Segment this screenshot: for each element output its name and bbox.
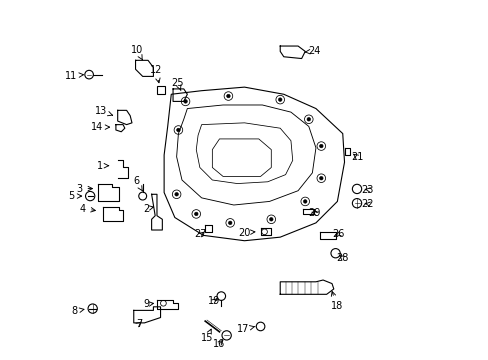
Circle shape [319, 144, 323, 148]
Text: 16: 16 [213, 339, 225, 348]
Text: 7: 7 [136, 319, 142, 329]
Circle shape [175, 193, 178, 196]
Text: 14: 14 [91, 122, 109, 132]
Text: 9: 9 [143, 299, 153, 309]
Text: 26: 26 [331, 229, 344, 239]
Circle shape [319, 176, 323, 180]
Text: 2: 2 [143, 203, 153, 213]
Text: 12: 12 [149, 65, 162, 83]
Text: 20: 20 [238, 228, 254, 238]
Text: 15: 15 [201, 329, 213, 343]
Circle shape [226, 94, 230, 98]
Text: 27: 27 [194, 229, 207, 239]
Circle shape [228, 221, 231, 225]
Circle shape [183, 100, 187, 103]
Text: 22: 22 [361, 199, 373, 209]
Circle shape [278, 98, 282, 102]
Text: 29: 29 [308, 208, 320, 218]
Circle shape [269, 217, 272, 221]
Text: 8: 8 [72, 306, 84, 316]
Text: 28: 28 [336, 253, 348, 263]
Circle shape [194, 212, 198, 216]
Text: 25: 25 [171, 78, 183, 91]
Text: 17: 17 [237, 324, 255, 334]
Text: 18: 18 [330, 292, 342, 311]
Text: 3: 3 [76, 184, 92, 194]
Circle shape [176, 128, 180, 132]
Text: 23: 23 [361, 185, 373, 195]
Text: 19: 19 [207, 296, 220, 306]
Text: 21: 21 [350, 152, 363, 162]
Text: 11: 11 [65, 71, 83, 81]
Circle shape [303, 200, 306, 203]
Text: 1: 1 [97, 161, 108, 171]
Text: 24: 24 [305, 46, 320, 57]
Text: 5: 5 [68, 191, 81, 201]
Text: 13: 13 [95, 106, 112, 116]
Text: 6: 6 [133, 176, 142, 191]
Text: 4: 4 [80, 203, 95, 213]
Text: 10: 10 [130, 45, 142, 60]
Bar [157, 86, 164, 94]
Circle shape [306, 117, 310, 121]
